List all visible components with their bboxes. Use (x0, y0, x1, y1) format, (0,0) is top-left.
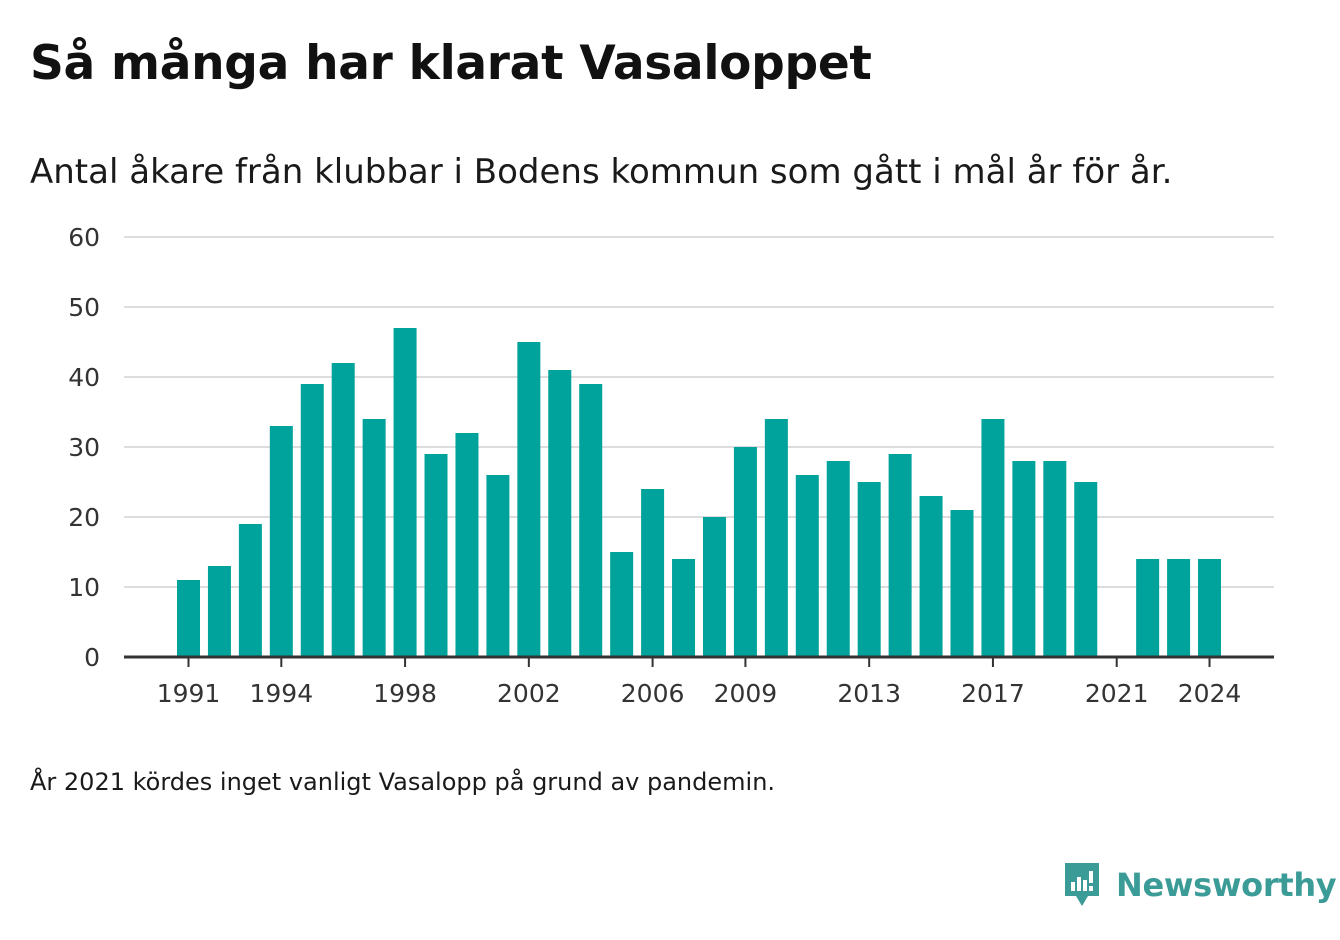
x-tick-label: 2013 (837, 679, 901, 708)
x-tick-label: 2017 (961, 679, 1025, 708)
bar-2014 (888, 454, 912, 657)
chart-title: Så många har klarat Vasaloppet (30, 36, 872, 91)
bar-1997 (362, 419, 386, 657)
bar-1998 (393, 328, 417, 657)
bar-2020 (1074, 482, 1098, 657)
chart-subtitle: Antal åkare från klubbar i Bodens kommun… (30, 152, 1173, 192)
newsworthy-logo-icon (1065, 863, 1099, 906)
gridlines (124, 236, 1274, 588)
bar-1996 (331, 363, 355, 657)
x-tick-label: 2002 (497, 679, 561, 708)
x-tick-label: 1998 (373, 679, 437, 708)
bar-2007 (672, 559, 696, 657)
bar-1991 (177, 580, 200, 657)
bar-2002 (517, 342, 541, 657)
y-tick-label: 30 (68, 433, 100, 462)
bar-2024 (1198, 559, 1222, 657)
y-tick-label: 10 (68, 573, 100, 602)
y-tick-label: 20 (68, 503, 100, 532)
x-tick-label: 1991 (157, 679, 221, 708)
bar-2010 (764, 419, 788, 657)
bar-2012 (826, 461, 850, 657)
bar-2001 (486, 475, 510, 657)
bar-2004 (579, 384, 603, 657)
bar-2000 (455, 433, 479, 657)
bar-2023 (1167, 559, 1191, 657)
bar-1992 (207, 566, 231, 657)
bar-2008 (702, 517, 726, 657)
bar-1993 (238, 524, 262, 657)
bar-2006 (641, 489, 665, 657)
bar-1999 (424, 454, 448, 657)
bar-2018 (1012, 461, 1036, 657)
y-tick-label: 50 (68, 293, 100, 322)
x-tick-label: 2009 (714, 679, 778, 708)
bar-2009 (733, 447, 757, 657)
bars (177, 328, 1222, 657)
y-tick-label: 0 (84, 643, 100, 672)
footnote: År 2021 kördes inget vanligt Vasalopp på… (30, 768, 776, 796)
x-tick-label: 2006 (621, 679, 685, 708)
bar-2011 (795, 475, 819, 657)
x-tick-label: 2021 (1085, 679, 1149, 708)
bar-2005 (610, 552, 634, 657)
x-axis-ticks: 1991 1994 1998 2002 2006 2009 2013 2017 2021 2024 (157, 657, 1242, 708)
bar-2015 (919, 496, 943, 657)
bar-1994 (269, 426, 293, 657)
bar-2016 (950, 510, 974, 657)
y-tick-label: 40 (68, 363, 100, 392)
bar-2019 (1043, 461, 1067, 657)
x-tick-label: 2024 (1178, 679, 1242, 708)
brand-logo: Newsworthy (1062, 860, 1337, 910)
bar-2013 (857, 482, 881, 657)
y-tick-label: 60 (68, 223, 100, 252)
bar-2022 (1136, 559, 1160, 657)
brand-name: Newsworthy (1116, 866, 1337, 904)
bar-1995 (300, 384, 324, 657)
x-tick-label: 1994 (250, 679, 314, 708)
y-axis-ticks: 0 10 20 30 40 50 60 (68, 223, 100, 672)
bar-2003 (548, 370, 572, 657)
bar-2017 (981, 419, 1005, 657)
